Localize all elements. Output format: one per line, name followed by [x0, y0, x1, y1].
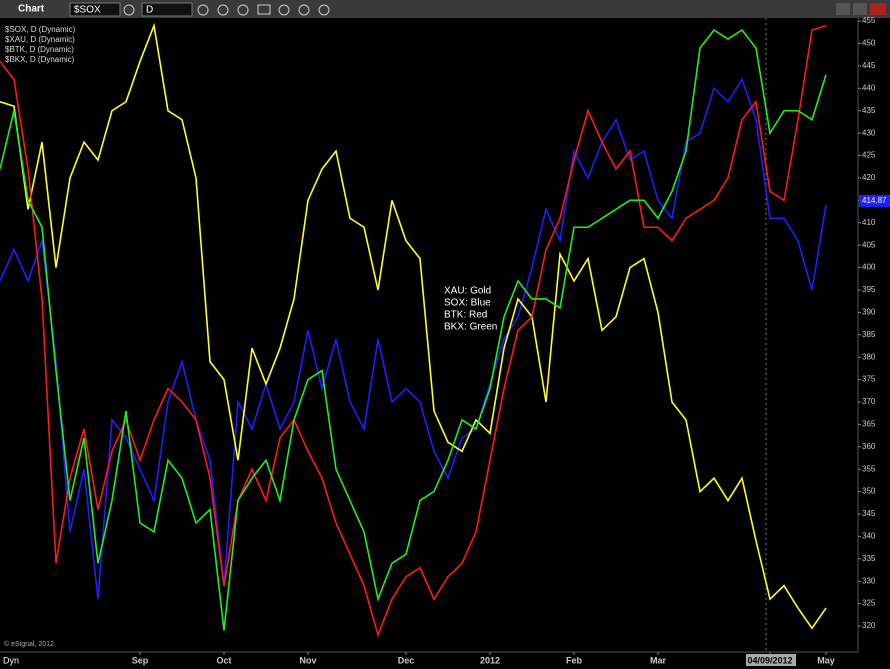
- icon[interactable]: [257, 4, 271, 15]
- y-tick-label: 340: [862, 532, 876, 541]
- y-tick-label: 320: [862, 621, 876, 630]
- legend-entry: $XAU, D (Dynamic): [5, 35, 75, 44]
- y-tick-label: 335: [862, 554, 876, 563]
- annotation: BKX: Green: [444, 322, 497, 333]
- x-tick-label: Nov: [299, 655, 316, 665]
- x-tick-label: Feb: [566, 655, 583, 665]
- annotation: SOX: Blue: [444, 298, 491, 309]
- series-line: [0, 77, 827, 600]
- y-tick-label: 360: [862, 442, 876, 451]
- annotation: XAU: Gold: [444, 286, 491, 297]
- y-tick-label: 455: [862, 16, 876, 25]
- y-tick-label: 410: [862, 218, 876, 227]
- icon[interactable]: [318, 4, 330, 16]
- window-button[interactable]: [836, 3, 850, 15]
- y-tick-label: 385: [862, 330, 876, 339]
- y-tick-label: 425: [862, 151, 876, 160]
- y-tick-label: 390: [862, 307, 876, 316]
- y-tick-label: 365: [862, 419, 876, 428]
- symbol-box[interactable]: [69, 2, 121, 17]
- y-tick-label: 405: [862, 240, 876, 249]
- window-button[interactable]: [853, 3, 867, 15]
- y-tick-label: 350: [862, 487, 876, 496]
- x-tick-label: 2012: [480, 655, 500, 665]
- legend-entry: $SOX, D (Dynamic): [5, 25, 76, 34]
- y-tick-label: 370: [862, 397, 876, 406]
- series-line: [0, 24, 827, 638]
- annotation: BTK: Red: [444, 310, 487, 321]
- legend-entry: $BKX, D (Dynamic): [5, 55, 75, 64]
- icon[interactable]: [298, 4, 310, 16]
- y-tick-label: 445: [862, 61, 876, 70]
- interval[interactable]: D: [146, 5, 153, 16]
- y-tick-label: 440: [862, 83, 876, 92]
- y-tick-label: 450: [862, 39, 876, 48]
- legend-entry: $BTK, D (Dynamic): [5, 45, 74, 54]
- series-line: [0, 22, 827, 630]
- y-tick-label: 330: [862, 576, 876, 585]
- y-tick-label: 400: [862, 263, 876, 272]
- symbol[interactable]: $SOX: [74, 5, 101, 16]
- y-tick-label: 345: [862, 509, 876, 518]
- last-value-box: [859, 194, 890, 207]
- y-tick-label: 420: [862, 173, 876, 182]
- y-tick-label: 375: [862, 375, 876, 384]
- corner-label: Dyn: [3, 655, 19, 665]
- x-tick-label: 04/09/2012: [747, 655, 792, 665]
- icon[interactable]: [217, 4, 229, 16]
- icon[interactable]: [237, 4, 249, 16]
- icon[interactable]: [278, 4, 290, 16]
- y-tick-label: 380: [862, 352, 876, 361]
- toolbar: [0, 0, 890, 18]
- interval-box[interactable]: [141, 2, 193, 17]
- plot-area: [0, 18, 858, 652]
- x-tick-label: Oct: [216, 655, 231, 665]
- cursor-date-box: [746, 654, 796, 666]
- x-tick-label: Dec: [398, 655, 415, 665]
- y-tick-label: 325: [862, 599, 876, 608]
- series-line: [0, 29, 827, 631]
- x-tick-label: May: [817, 655, 835, 665]
- window-title: Chart: [18, 4, 45, 15]
- x-tick-label: Sep: [132, 655, 149, 665]
- close-button[interactable]: [870, 3, 886, 15]
- y-tick-label: 435: [862, 106, 876, 115]
- last-value: 414.87: [862, 196, 887, 205]
- y-tick-label: 430: [862, 128, 876, 137]
- x-tick-label: Mar: [650, 655, 667, 665]
- icon[interactable]: [123, 4, 135, 16]
- copyright: © eSignal, 2012: [4, 640, 54, 648]
- y-tick-label: 355: [862, 464, 876, 473]
- icon[interactable]: [197, 4, 209, 16]
- y-tick-label: 395: [862, 285, 876, 294]
